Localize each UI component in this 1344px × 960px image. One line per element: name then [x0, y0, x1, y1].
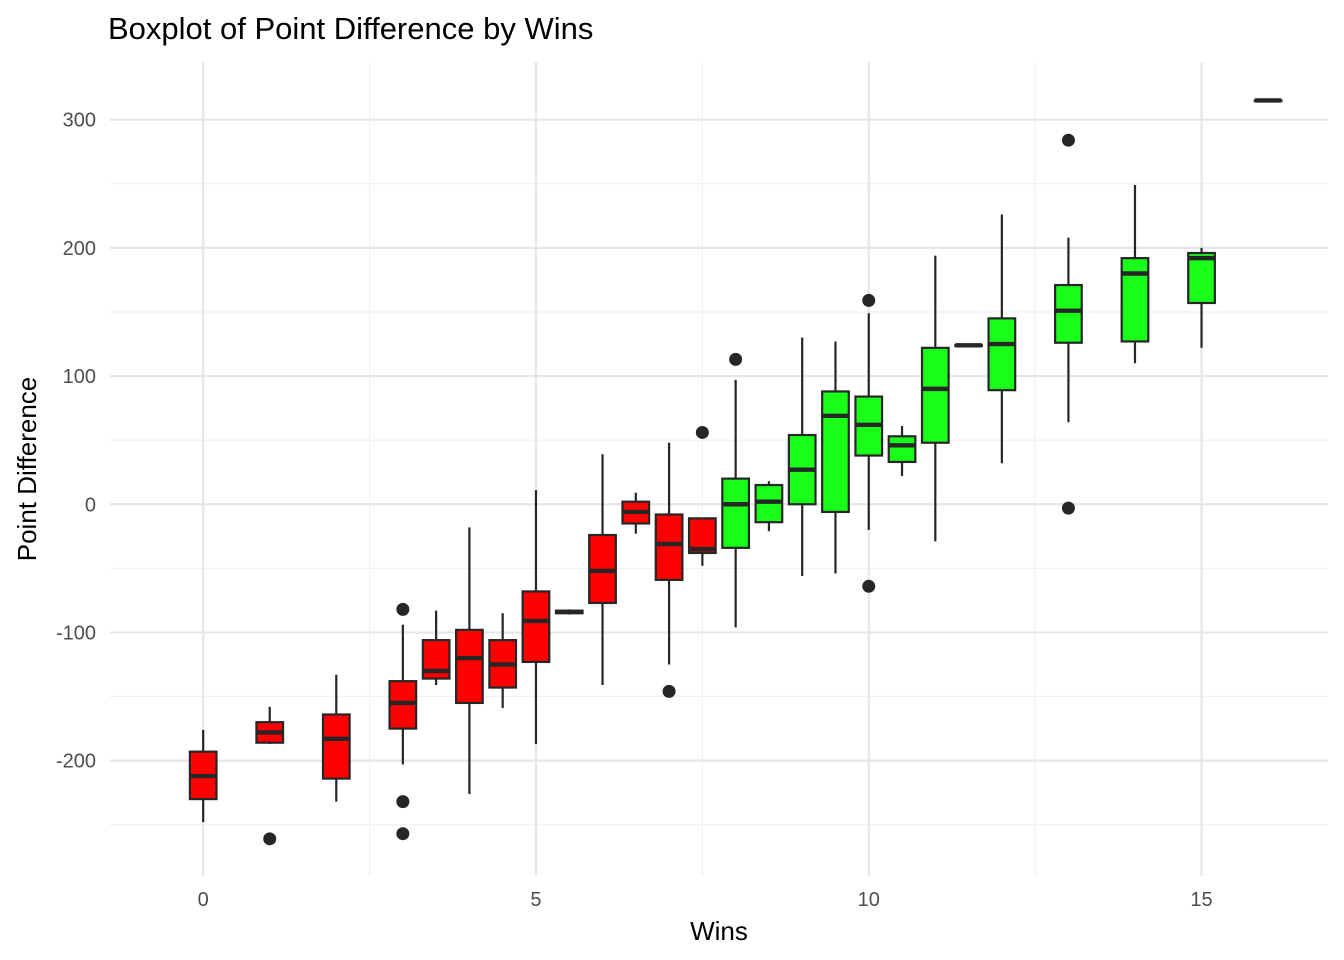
y-tick-label: 300 — [63, 110, 96, 132]
box-group — [920, 255, 950, 542]
box-group — [454, 527, 484, 794]
box-group — [321, 674, 351, 802]
y-tick-label: -100 — [56, 622, 96, 644]
box — [987, 317, 1017, 392]
box-group — [1054, 133, 1083, 515]
box-group — [388, 602, 418, 841]
outlier-point — [729, 352, 743, 366]
x-axis-ticks: 0 5 10 15 — [198, 889, 1213, 911]
outlier-point — [263, 832, 277, 846]
box-group — [188, 729, 218, 823]
box — [920, 346, 950, 444]
box-group — [954, 343, 984, 348]
box — [1120, 257, 1150, 343]
box-group — [588, 454, 617, 685]
x-tick-label: 10 — [858, 889, 880, 911]
box-group — [1120, 185, 1150, 364]
box-group — [621, 492, 651, 534]
chart-title: Boxplot of Point Difference by Wins — [108, 11, 593, 46]
box-group — [854, 293, 884, 593]
y-tick-label: -200 — [56, 751, 96, 773]
y-axis-ticks: -200 -100 0 100 200 300 — [56, 110, 96, 773]
box-group — [488, 613, 518, 709]
box — [321, 713, 351, 780]
outlier-point — [396, 827, 410, 841]
box-group — [887, 426, 917, 477]
box — [1054, 283, 1083, 344]
y-tick-label: 200 — [63, 238, 96, 260]
outlier-point — [862, 579, 876, 593]
box-group — [421, 610, 451, 685]
y-axis-title: Point Difference — [12, 377, 42, 562]
box-group — [721, 352, 751, 628]
outlier-point — [396, 602, 410, 616]
box-group — [554, 609, 584, 615]
box — [1187, 251, 1216, 305]
boxes — [188, 98, 1283, 846]
box-group — [754, 481, 784, 532]
outlier-point — [695, 425, 709, 439]
y-tick-label: 100 — [63, 366, 96, 388]
box-group — [821, 341, 850, 574]
y-tick-label: 0 — [85, 494, 96, 516]
box — [821, 390, 850, 514]
box — [887, 435, 917, 464]
box-group — [687, 425, 717, 566]
box — [454, 628, 484, 705]
outlier-point — [1061, 501, 1075, 515]
box-group — [255, 706, 285, 846]
box — [521, 590, 551, 664]
x-tick-label: 15 — [1190, 889, 1212, 911]
box-group — [521, 490, 551, 744]
box-group — [654, 442, 684, 698]
outlier-point — [1061, 133, 1075, 147]
x-axis-title: Wins — [690, 916, 748, 946]
box-group — [1187, 247, 1216, 348]
grid — [110, 62, 1328, 876]
box-group — [787, 337, 817, 577]
box — [721, 477, 751, 549]
box — [654, 513, 684, 581]
box-group — [1253, 98, 1283, 103]
outlier-point — [862, 293, 876, 307]
outlier-point — [396, 795, 410, 809]
x-tick-label: 5 — [530, 889, 541, 911]
outlier-point — [662, 684, 676, 698]
box-group — [987, 214, 1017, 464]
x-tick-label: 0 — [198, 889, 209, 911]
